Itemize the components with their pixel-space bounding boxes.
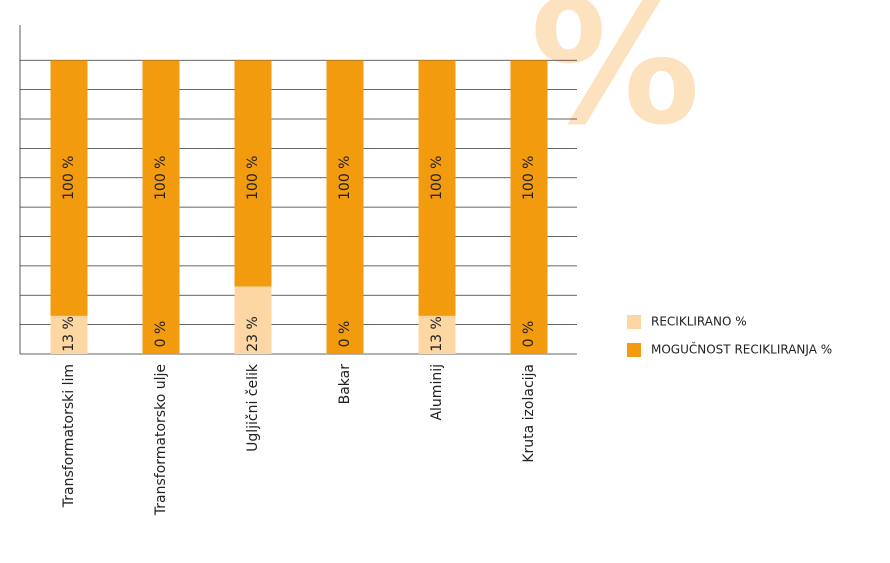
value-label: 13 % [61,316,77,352]
value-label: 100 % [245,156,261,200]
bar [50,315,88,354]
legend-swatch [627,315,641,329]
watermark: % [530,0,700,163]
x-tick-label: Kruta izolacija [521,364,537,463]
x-tick-label: Transformatorsko ulje [153,364,169,516]
value-label: 0 % [153,321,169,348]
x-tick-label: Ugljični čelik [245,363,261,452]
value-label: 23 % [245,316,261,352]
bar [142,60,180,354]
value-label: 100 % [61,156,77,200]
value-label: 100 % [153,156,169,200]
bar [418,315,456,354]
value-label: 100 % [337,156,353,200]
x-tick-label: Aluminij [429,364,445,421]
legend-label: MOGUČNOST RECIKLIRANJA % [651,342,832,357]
value-label: 0 % [337,321,353,348]
bar [50,60,88,354]
legend-swatch [627,343,641,357]
value-label: 100 % [521,156,537,200]
legend-label: RECIKLIRANO % [651,315,747,329]
value-label: 0 % [521,321,537,348]
bar [418,60,456,354]
value-label: 100 % [429,156,445,200]
bar [326,60,364,354]
x-tick-label: Transformatorski lim [61,364,77,508]
x-tick-label: Bakar [337,364,353,405]
bar [234,286,272,354]
bar [510,60,548,354]
value-label: 13 % [429,316,445,352]
